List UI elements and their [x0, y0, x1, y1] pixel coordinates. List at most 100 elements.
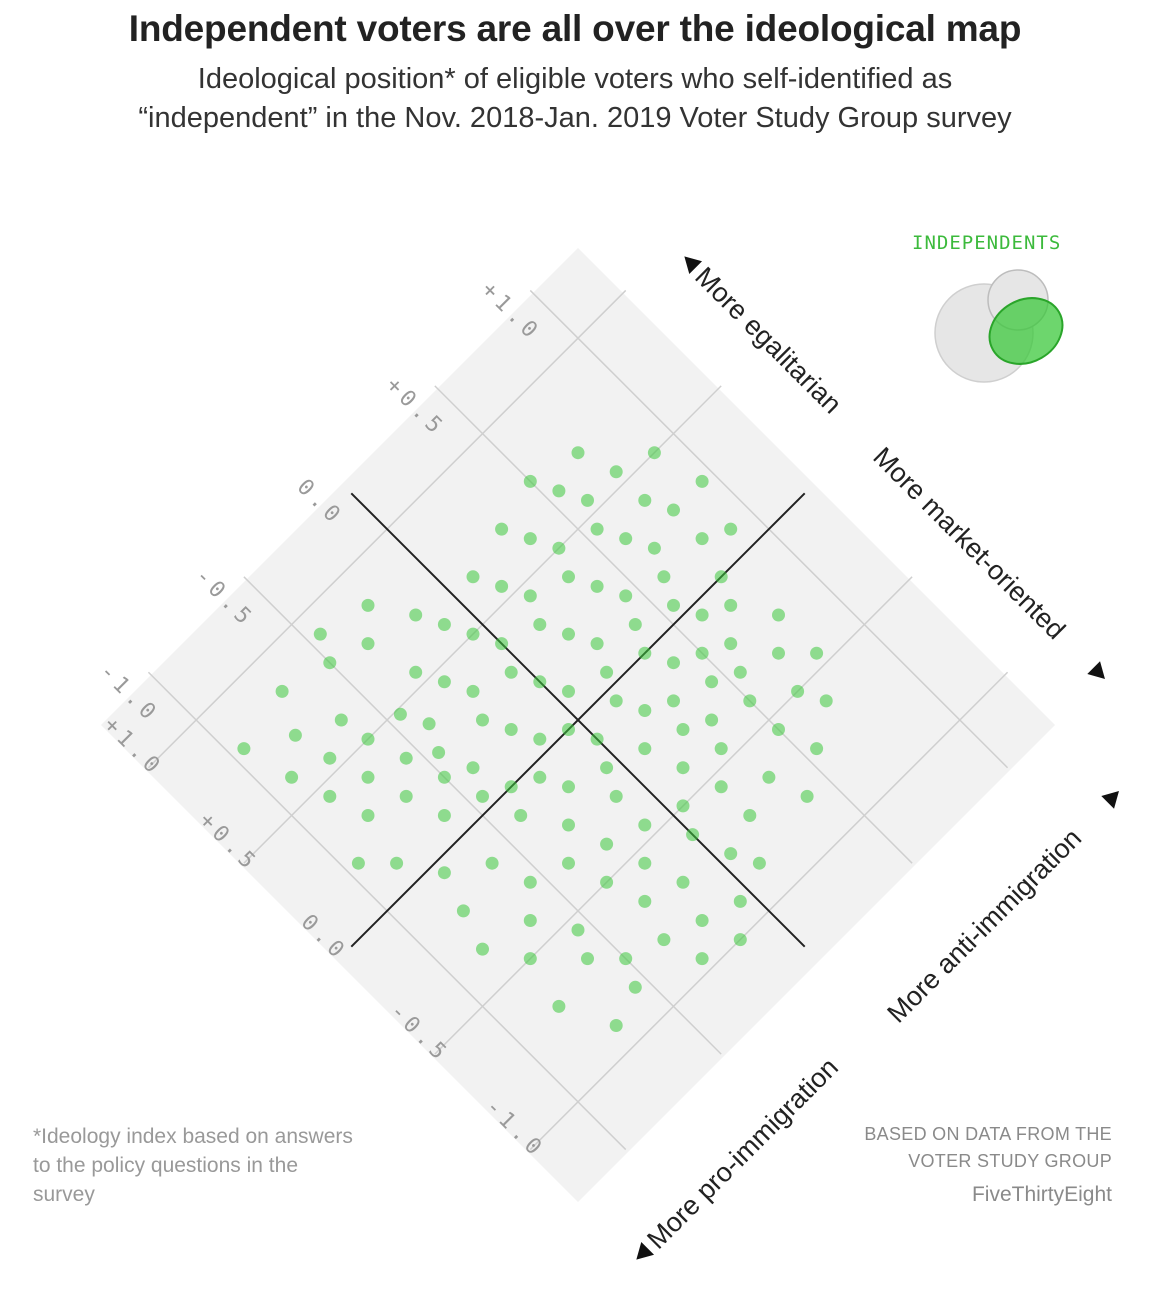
- data-point: [619, 952, 633, 966]
- data-point: [562, 818, 575, 832]
- data-point: [288, 728, 302, 742]
- data-point: [523, 914, 537, 927]
- chart-title: Independent voters are all over the ideo…: [128, 8, 1022, 49]
- data-point: [523, 474, 537, 488]
- footnote: *Ideology index based on answers to the …: [33, 1125, 353, 1206]
- data-point: [361, 732, 375, 746]
- data-point: [743, 694, 757, 708]
- data-point: [752, 856, 766, 870]
- data-point: [533, 618, 547, 631]
- data-point: [476, 789, 489, 803]
- data-point: [562, 856, 575, 870]
- data-point: [523, 589, 537, 603]
- data-point: [733, 894, 747, 908]
- data-point: [437, 675, 451, 689]
- data-point: [361, 809, 375, 822]
- data-point: [466, 761, 480, 775]
- data-point: [647, 446, 661, 460]
- data-point: [667, 694, 680, 708]
- data-point: [676, 761, 690, 775]
- data-point: [657, 933, 671, 947]
- data-point: [724, 598, 738, 612]
- data-point: [523, 952, 537, 966]
- data-point: [590, 522, 604, 536]
- axis-line-econ-zero: [350, 492, 806, 948]
- data-point: [609, 694, 623, 708]
- data-point: [323, 789, 337, 803]
- arrow-down-left-icon: [636, 1241, 655, 1260]
- data-point: [810, 742, 824, 756]
- data-point: [581, 493, 594, 507]
- data-point: [393, 707, 407, 721]
- data-point: [361, 770, 375, 784]
- data-point: [590, 637, 604, 651]
- data-point: [495, 579, 509, 593]
- data-point: [562, 570, 575, 584]
- data-point: [552, 484, 566, 498]
- data-point: [600, 665, 614, 679]
- data-point: [676, 875, 690, 889]
- data-point: [390, 856, 404, 870]
- zero-axis-lines: [350, 492, 806, 948]
- data-point: [695, 646, 709, 660]
- data-point: [638, 742, 652, 756]
- data-point: [485, 856, 499, 870]
- data-point: [504, 780, 518, 794]
- data-point: [456, 904, 470, 918]
- data-point: [772, 723, 785, 736]
- data-point: [351, 856, 365, 870]
- data-point: [638, 704, 652, 717]
- data-point: [724, 522, 738, 536]
- credit-line-1: BASED ON DATA FROM THE: [864, 1124, 1112, 1144]
- data-point: [667, 598, 680, 612]
- data-point: [638, 646, 652, 660]
- data-point: [609, 789, 623, 803]
- data-point: [437, 618, 451, 631]
- data-point: [562, 627, 575, 641]
- subtitle-line-2: “independent” in the Nov. 2018-Jan. 2019…: [138, 102, 1012, 134]
- data-point: [562, 684, 575, 698]
- data-point: [800, 789, 814, 803]
- data-point: [533, 732, 547, 746]
- data-point: [638, 818, 652, 832]
- data-point: [590, 579, 604, 593]
- data-point: [437, 809, 451, 822]
- data-point: [628, 618, 642, 631]
- data-point: [638, 493, 652, 507]
- data-point: [724, 847, 738, 861]
- data-point: [619, 532, 633, 546]
- data-point: [600, 761, 614, 775]
- subtitle-line-1: Ideological position* of eligible voters…: [197, 63, 953, 95]
- arrow-up-right-icon: [1101, 791, 1119, 809]
- data-point: [409, 665, 423, 679]
- data-point: [705, 713, 719, 727]
- data-point: [676, 723, 690, 736]
- data-point: [724, 637, 738, 651]
- data-point: [638, 894, 652, 908]
- data-point: [422, 717, 436, 731]
- data-point: [638, 856, 652, 870]
- data-point: [437, 770, 451, 784]
- data-point: [686, 828, 700, 842]
- data-point: [628, 980, 642, 994]
- data-point: [667, 503, 680, 517]
- data-point: [533, 770, 547, 784]
- data-point: [647, 541, 661, 555]
- data-point: [409, 608, 423, 622]
- data-point: [609, 465, 623, 479]
- data-point: [437, 866, 451, 880]
- data-point: [571, 923, 585, 937]
- data-point: [819, 694, 833, 708]
- arrow-up-left-icon: [684, 256, 703, 275]
- credit-line-2: VOTER STUDY GROUP: [908, 1151, 1112, 1171]
- data-point: [657, 570, 671, 584]
- data-point: [432, 746, 446, 759]
- data-point: [590, 732, 604, 746]
- data-point: [495, 637, 509, 651]
- plot-background: [101, 248, 1055, 1202]
- data-point: [523, 532, 537, 546]
- data-point: [285, 770, 299, 784]
- plot-area: +1.0+0.50.0-0.5-1.0-1.0-0.50.0+0.5+1.0: [94, 248, 1055, 1202]
- data-point: [571, 446, 585, 460]
